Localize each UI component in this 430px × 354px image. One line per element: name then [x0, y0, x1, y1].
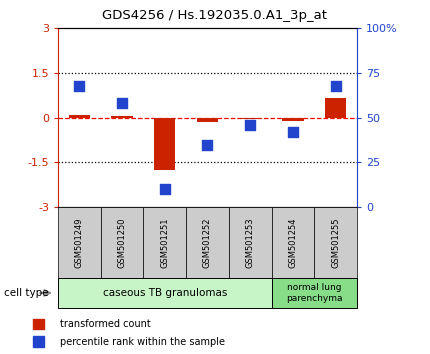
Bar [101, 207, 144, 278]
Text: GSM501250: GSM501250 [117, 217, 126, 268]
Bar [325, 98, 346, 118]
Bar [197, 118, 218, 122]
Bar [229, 207, 271, 278]
Text: GSM501253: GSM501253 [246, 217, 255, 268]
Bar [33, 336, 43, 347]
Text: GSM501249: GSM501249 [75, 217, 84, 268]
Bar [271, 207, 314, 278]
Bar [58, 278, 271, 308]
Bar [69, 115, 90, 118]
Bar [240, 118, 261, 119]
Text: transformed count: transformed count [60, 319, 150, 329]
Text: GSM501252: GSM501252 [203, 217, 212, 268]
Bar [144, 207, 186, 278]
Bar [186, 207, 229, 278]
Point [161, 187, 168, 192]
Text: GSM501254: GSM501254 [289, 217, 298, 268]
Text: caseous TB granulomas: caseous TB granulomas [103, 288, 227, 298]
Text: GDS4256 / Hs.192035.0.A1_3p_at: GDS4256 / Hs.192035.0.A1_3p_at [102, 9, 328, 22]
Point [332, 83, 339, 88]
Bar [33, 319, 43, 329]
Text: GSM501255: GSM501255 [331, 217, 340, 268]
Point [204, 142, 211, 147]
Point [289, 129, 296, 135]
Bar [282, 118, 304, 121]
Text: cell type: cell type [4, 288, 49, 298]
Bar [314, 207, 357, 278]
Point [76, 83, 83, 88]
Bar [111, 116, 133, 118]
Bar [271, 278, 357, 308]
Text: percentile rank within the sample: percentile rank within the sample [60, 337, 225, 347]
Point [247, 122, 254, 128]
Text: GSM501251: GSM501251 [160, 217, 169, 268]
Bar [154, 118, 175, 170]
Text: normal lung
parenchyma: normal lung parenchyma [286, 283, 342, 303]
Point [119, 101, 126, 106]
Bar [58, 207, 101, 278]
